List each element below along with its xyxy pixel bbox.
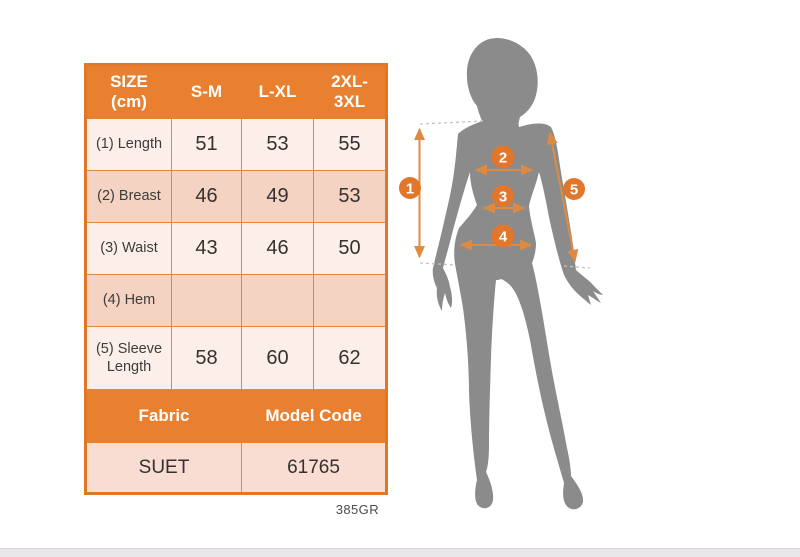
marker-1-circle bbox=[399, 177, 421, 199]
cell-value: 55 bbox=[313, 118, 387, 171]
weight-note: 385GR bbox=[335, 502, 379, 517]
size-table-header-row: SIZE (cm) S-M L-XL 2XL-3XL bbox=[85, 64, 387, 119]
marker-4: 4 bbox=[491, 224, 515, 248]
fabric-value: SUET bbox=[85, 442, 242, 494]
dashed-guide-top bbox=[419, 120, 485, 125]
model-code-header: Model Code bbox=[241, 389, 387, 443]
table-row-hem: (4) Hem bbox=[85, 274, 387, 327]
col-header-2xl-3xl: 2XL-3XL bbox=[313, 64, 387, 119]
marker-5: 5 bbox=[563, 178, 585, 200]
marker-5-number: 5 bbox=[570, 182, 578, 199]
cell-value bbox=[313, 274, 387, 327]
row-label: (4) Hem bbox=[85, 274, 172, 327]
model-code-value: 61765 bbox=[241, 442, 387, 494]
bottom-gray-bar bbox=[0, 548, 800, 557]
female-silhouette bbox=[432, 38, 603, 510]
cell-value: 62 bbox=[313, 326, 387, 390]
cell-value: 49 bbox=[241, 170, 314, 223]
cell-value: 58 bbox=[171, 326, 242, 390]
size-table: SIZE (cm) S-M L-XL 2XL-3XL (1) Length 51… bbox=[84, 63, 388, 495]
dashed-guide-bottom-right bbox=[563, 265, 591, 269]
col-header-s-m: S-M bbox=[171, 64, 242, 119]
cell-value: 53 bbox=[313, 170, 387, 223]
marker-3: 3 bbox=[492, 185, 514, 207]
size-table-body: SIZE (cm) S-M L-XL 2XL-3XL (1) Length 51… bbox=[85, 64, 387, 494]
info-header-row: Fabric Model Code bbox=[85, 389, 387, 443]
table-row-sleeve-length: (5) Sleeve Length 58 60 62 bbox=[85, 326, 387, 390]
row-label: (5) Sleeve Length bbox=[85, 326, 172, 390]
fabric-header: Fabric bbox=[85, 389, 242, 443]
cell-value: 46 bbox=[241, 222, 314, 275]
dashed-guide-bottom-left bbox=[419, 262, 457, 266]
sleeve-arrow bbox=[546, 131, 579, 263]
row-label: (2) Breast bbox=[85, 170, 172, 223]
marker-4-number: 4 bbox=[499, 229, 508, 246]
cell-value: 60 bbox=[241, 326, 314, 390]
cell-value: 46 bbox=[171, 170, 242, 223]
marker-1-number: 1 bbox=[406, 181, 414, 198]
cell-value: 43 bbox=[171, 222, 242, 275]
table-row-breast: (2) Breast 46 49 53 bbox=[85, 170, 387, 223]
info-value-row: SUET 61765 bbox=[85, 442, 387, 494]
marker-2-circle bbox=[491, 145, 515, 169]
marker-5-circle bbox=[563, 178, 585, 200]
cell-value: 51 bbox=[171, 118, 242, 171]
marker-2: 2 bbox=[491, 145, 515, 169]
marker-4-circle bbox=[491, 224, 515, 248]
marker-2-number: 2 bbox=[499, 150, 507, 167]
marker-3-number: 3 bbox=[499, 189, 507, 206]
marker-1: 1 bbox=[399, 177, 421, 199]
marker-3-circle bbox=[492, 185, 514, 207]
cell-value: 53 bbox=[241, 118, 314, 171]
cell-value bbox=[241, 274, 314, 327]
row-label: (1) Length bbox=[85, 118, 172, 171]
table-row-waist: (3) Waist 43 46 50 bbox=[85, 222, 387, 275]
row-label: (3) Waist bbox=[85, 222, 172, 275]
table-row-length: (1) Length 51 53 55 bbox=[85, 118, 387, 171]
